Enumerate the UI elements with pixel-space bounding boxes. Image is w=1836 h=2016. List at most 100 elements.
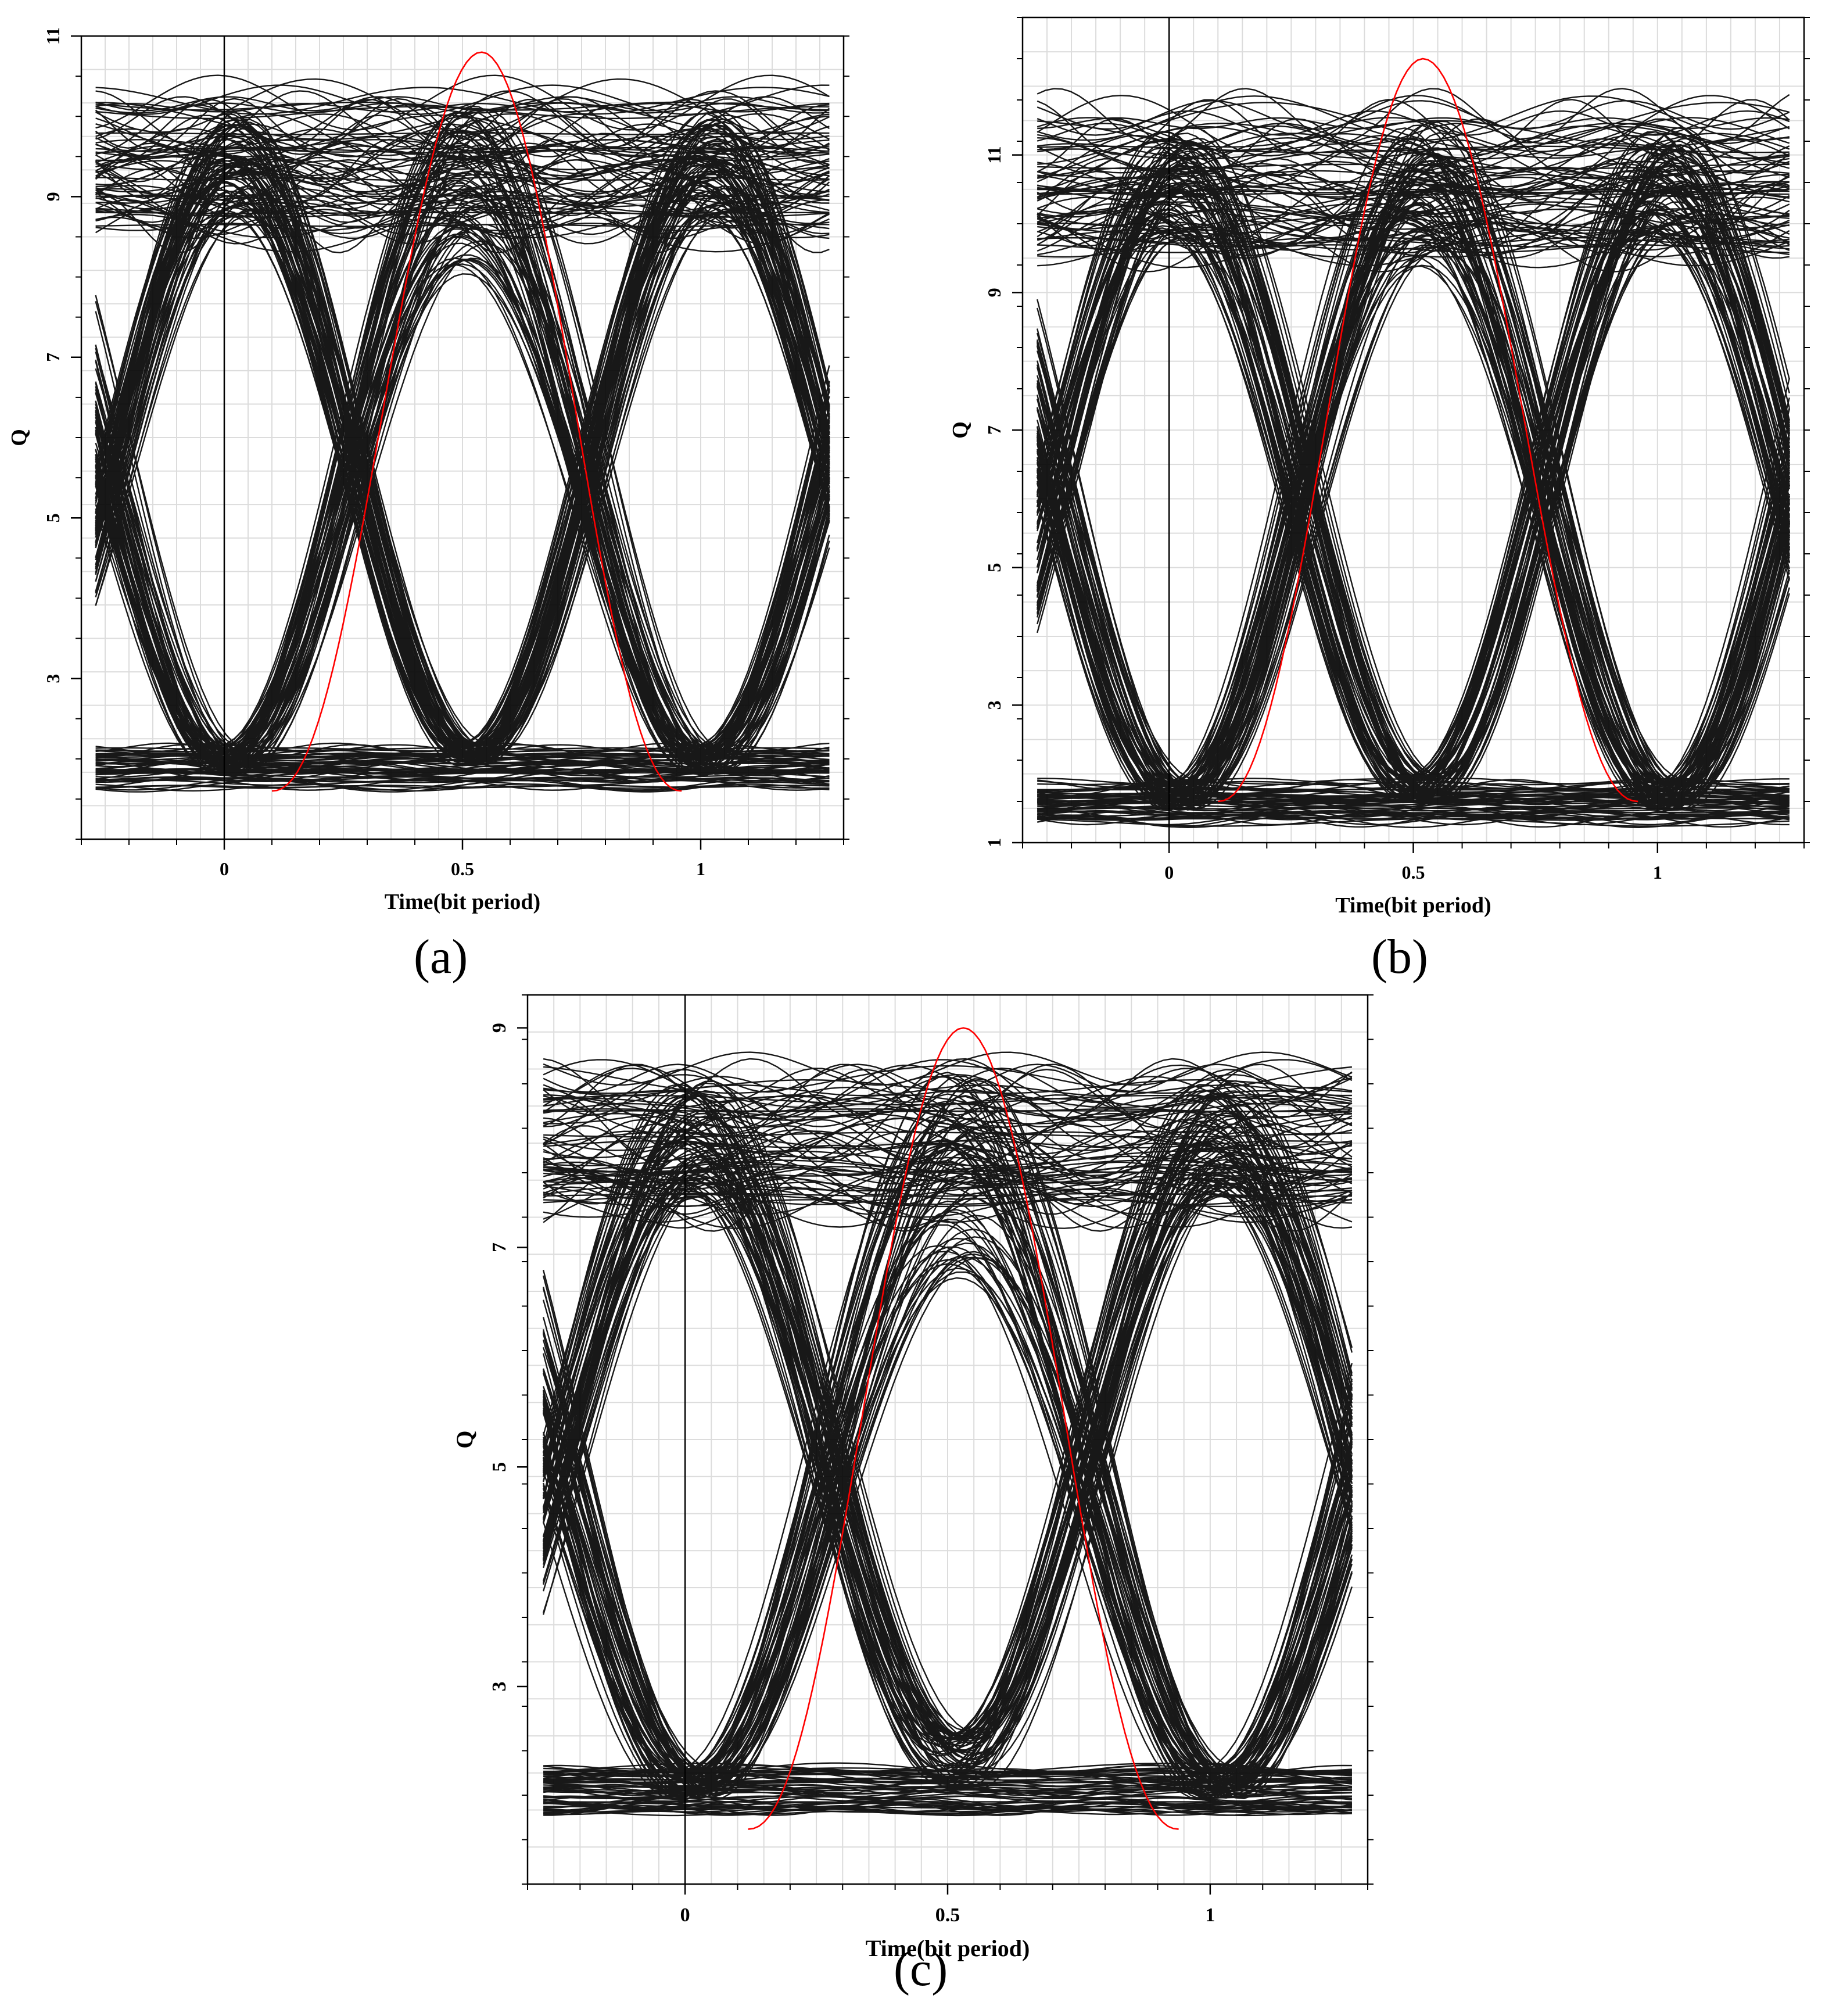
trace-high-level <box>1037 221 1790 257</box>
trace-falling-arc <box>542 1082 1353 1765</box>
y-tick-label: 9 <box>42 192 63 201</box>
trace-falling-arc <box>95 194 830 761</box>
trace-falling-arc <box>95 190 830 754</box>
trace-rising-arc <box>1037 160 1790 801</box>
trace-rising-arc <box>542 1211 1353 1796</box>
trace-falling-arc <box>542 1154 1353 1769</box>
y-axis-title: Q <box>451 1430 478 1448</box>
trace-falling-arc <box>542 1161 1353 1767</box>
q-factor-curve <box>748 1027 1179 1830</box>
q-factor-curve <box>271 51 682 792</box>
trace-falling-arc <box>95 181 830 767</box>
trace-falling-arc <box>1037 137 1790 777</box>
trace-falling-arc <box>95 125 830 747</box>
trace-low-level <box>95 785 830 788</box>
x-tick-label: 1 <box>696 858 705 879</box>
y-tick-label: 3 <box>489 1682 510 1692</box>
y-tick-label: 5 <box>42 513 63 522</box>
trace-falling-arc <box>1037 189 1790 797</box>
trace-high-level <box>1037 95 1790 157</box>
x-tick-label: 0 <box>220 858 229 879</box>
trace-rising-arc <box>542 1229 1353 1784</box>
trace-rising-arc <box>95 204 830 750</box>
trace-rising-arc <box>95 144 830 749</box>
trace-falling-arc <box>542 1128 1353 1781</box>
trace-falling-arc <box>1037 209 1790 784</box>
trace-low-level <box>95 779 830 793</box>
x-tick-label: 0.5 <box>451 858 474 879</box>
trace-falling-arc <box>542 1111 1353 1755</box>
trace-rising-arc <box>1037 193 1790 801</box>
trace-rising-arc <box>542 1172 1353 1789</box>
trace-rising-arc <box>1037 132 1790 787</box>
trace-falling-arc <box>95 212 830 745</box>
trace-rising-arc <box>542 1144 1353 1798</box>
trace-rising-arc <box>95 129 830 771</box>
trace-low-level <box>543 1804 1352 1815</box>
y-tick-label: 5 <box>984 563 1005 572</box>
trace-high-level <box>1037 237 1790 245</box>
trace-falling-arc <box>542 1176 1353 1771</box>
trace-rising-arc <box>1037 227 1790 800</box>
trace-rising-arc <box>95 263 830 754</box>
trace-rising-arc <box>1037 191 1790 810</box>
x-tick-label: 1 <box>1205 1904 1215 1926</box>
trace-high-level <box>95 222 830 231</box>
trace-high-level <box>543 1063 1353 1093</box>
trace-falling-arc <box>95 162 830 744</box>
y-axis-title: Q <box>7 429 31 446</box>
x-tick-label: 0 <box>680 1904 690 1926</box>
trace-falling-arc <box>1037 231 1790 778</box>
trace-falling-arc <box>95 121 830 765</box>
trace-rising-arc <box>542 1139 1353 1778</box>
eye-traces <box>95 74 830 793</box>
trace-falling-arc <box>542 1090 1353 1765</box>
y-tick-label: 1 <box>984 838 1005 847</box>
trace-low-level <box>95 776 830 782</box>
trace-falling-arc <box>542 1117 1353 1744</box>
trace-rising-arc <box>542 1215 1353 1779</box>
trace-rising-arc <box>1037 239 1790 780</box>
trace-rising-arc <box>1037 152 1790 796</box>
trace-rising-arc <box>542 1236 1353 1774</box>
trace-high-level <box>1037 217 1790 273</box>
x-axis-title: Time(bit period) <box>866 1935 1030 1961</box>
trace-high-level <box>543 1171 1353 1229</box>
y-tick-label: 5 <box>489 1462 510 1472</box>
y-tick-label: 3 <box>984 700 1005 710</box>
eye-traces <box>542 1051 1353 1817</box>
trace-rising-arc <box>95 131 830 751</box>
trace-high-level <box>543 1176 1353 1215</box>
trace-rising-arc <box>1037 265 1790 790</box>
y-tick-label: 7 <box>42 353 63 362</box>
trace-falling-arc <box>542 1141 1353 1742</box>
y-tick-label: 7 <box>984 425 1005 435</box>
trace-rising-arc <box>1037 182 1790 811</box>
trace-rising-arc <box>542 1100 1353 1781</box>
trace-falling-arc <box>95 155 830 745</box>
y-tick-label: 9 <box>489 1023 510 1033</box>
trace-rising-arc <box>1037 155 1790 794</box>
q-factor-curve <box>1218 58 1638 803</box>
trace-rising-arc <box>1037 120 1790 797</box>
x-tick-label: 1 <box>1653 862 1662 883</box>
panel-label-c: (c) <box>894 1942 948 1996</box>
trace-falling-arc <box>95 213 830 759</box>
trace-falling-arc <box>542 1095 1353 1770</box>
trace-rising-arc <box>1037 138 1790 783</box>
trace-falling-arc <box>542 1104 1353 1734</box>
axis-ticks <box>522 994 1374 1890</box>
trace-high-level <box>543 1144 1353 1184</box>
trace-falling-arc <box>95 180 830 744</box>
y-axis-title: Q <box>948 421 973 439</box>
trace-high-level <box>95 101 830 111</box>
trace-high-level <box>1037 95 1790 141</box>
trace-rising-arc <box>95 185 830 765</box>
trace-falling-arc <box>1037 223 1790 781</box>
trace-falling-arc <box>1037 214 1790 775</box>
trace-high-level <box>543 1069 1353 1116</box>
trace-falling-arc <box>542 1182 1353 1771</box>
panel-label-a: (a) <box>414 930 468 984</box>
trace-falling-arc <box>95 164 830 753</box>
